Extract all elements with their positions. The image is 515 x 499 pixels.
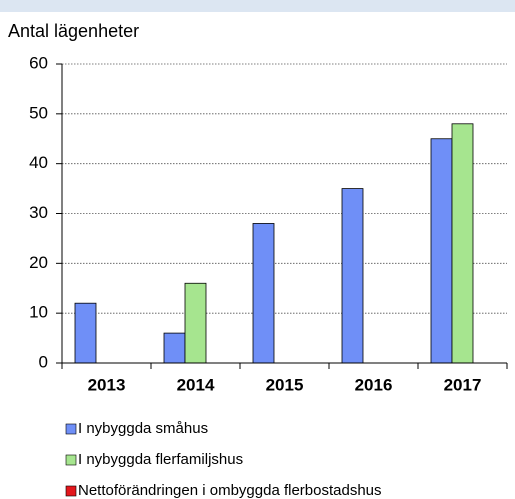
y-tick-label: 30 — [29, 203, 48, 222]
bar — [184, 282, 207, 364]
legend-label: I nybyggda flerfamiljshus — [78, 451, 243, 468]
legend-swatch — [65, 485, 77, 497]
x-tick-label: 2017 — [444, 375, 482, 394]
y-tick-label: 40 — [29, 153, 48, 172]
bar — [163, 332, 186, 364]
bar — [341, 188, 364, 364]
header-band — [0, 0, 515, 12]
bar — [252, 223, 275, 364]
y-tick-label: 10 — [29, 303, 48, 322]
legend-swatch — [65, 454, 77, 466]
y-tick-label: 20 — [29, 253, 48, 272]
y-tick-label: 0 — [39, 352, 48, 371]
x-tick-label: 2013 — [88, 375, 126, 394]
y-tick-label: 60 — [29, 53, 48, 72]
legend-swatch — [65, 423, 77, 435]
y-tick-label: 50 — [29, 103, 48, 122]
x-tick-label: 2015 — [266, 375, 304, 394]
bar — [430, 138, 453, 364]
legend-label: Nettoförändringen i ombyggda flerbostads… — [78, 482, 382, 499]
y-axis-label: Antal lägenheter — [8, 21, 139, 41]
x-tick-label: 2014 — [177, 375, 215, 394]
legend-label: I nybyggda småhus — [78, 420, 208, 437]
bar — [74, 302, 97, 364]
bar — [451, 123, 474, 364]
x-tick-label: 2016 — [355, 375, 393, 394]
